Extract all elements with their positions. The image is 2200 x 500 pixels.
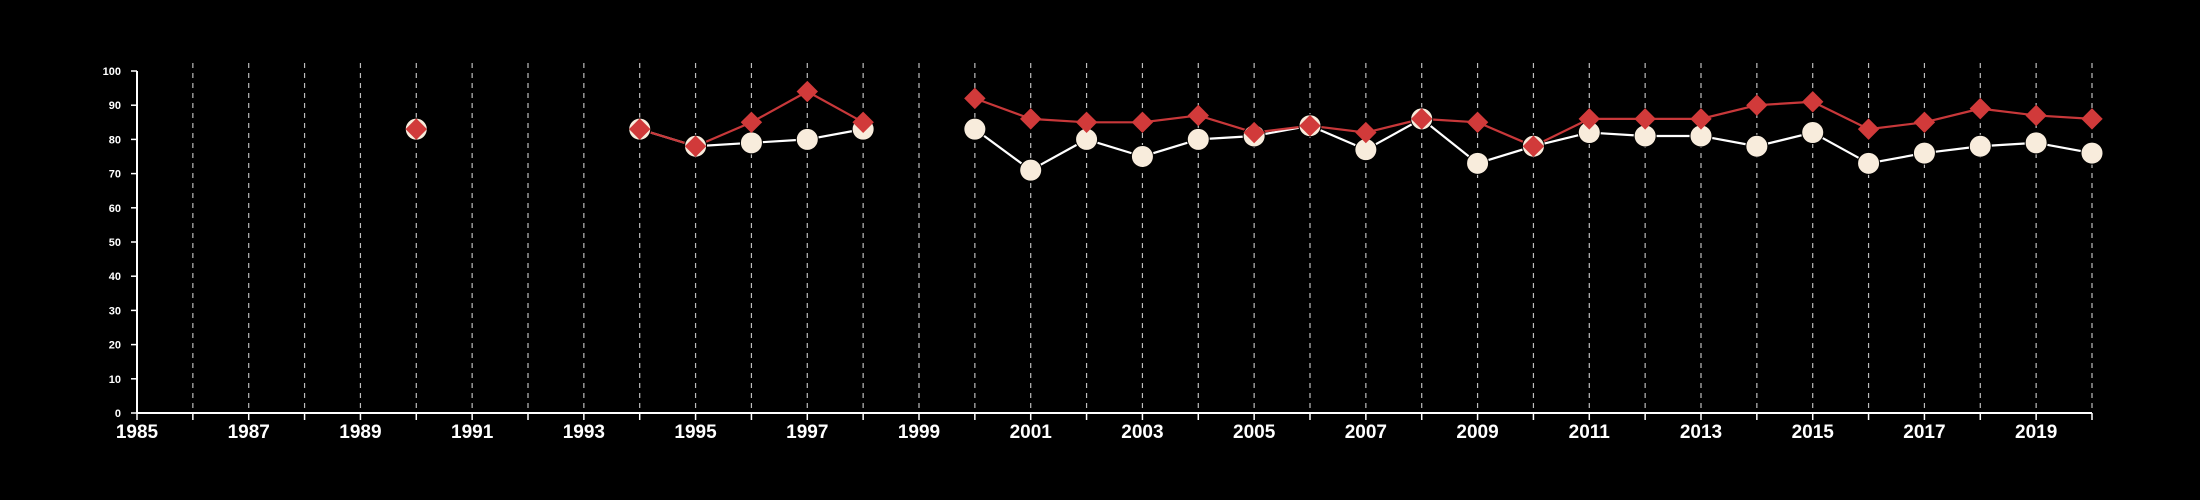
series-0-point-2009 — [1466, 151, 1490, 175]
series-0-point-1997 — [795, 127, 819, 151]
series-0-point-2020 — [2080, 141, 2104, 165]
series-0-point-2019 — [2024, 131, 2048, 155]
series-1-point-2007 — [1355, 121, 1377, 144]
series-1-point-1997 — [796, 80, 818, 103]
x-tick-label: 2013 — [1680, 422, 1722, 443]
series-1-point-2017 — [1913, 111, 1936, 134]
x-tick-label: 1989 — [339, 422, 381, 443]
series-1-point-2009 — [1466, 111, 1489, 134]
series-1-point-2012 — [1634, 108, 1656, 130]
y-tick-label: 70 — [109, 169, 121, 181]
series-0-point-2001 — [1019, 158, 1043, 182]
x-tick-label: 2017 — [1903, 422, 1945, 443]
series-0-point-2000 — [963, 117, 987, 141]
y-tick-label: 50 — [109, 237, 121, 249]
series-1-point-2019 — [2025, 104, 2047, 127]
x-tick-label: 1999 — [898, 422, 940, 443]
series-1-point-2016 — [1857, 118, 1880, 140]
series-1-point-2015 — [1802, 91, 1824, 113]
x-tick-label: 2007 — [1345, 422, 1387, 443]
y-tick-label: 40 — [109, 271, 121, 283]
series-1-point-1994 — [629, 118, 651, 140]
y-tick-label: 100 — [103, 66, 121, 78]
x-tick-label: 1997 — [786, 422, 828, 443]
series-1-point-2003 — [1131, 111, 1154, 134]
x-axis-ticks: 1985 1987 1989 1991 1993 1995 1997 1999 2001 2003… — [116, 413, 2093, 443]
series-1-markers — [405, 80, 2103, 157]
series-0-point-2015 — [1801, 121, 1825, 145]
y-axis-ticks: 0 10 20 30 40 50 60 70 80 90 100 — [103, 66, 137, 420]
series-layer — [404, 80, 2104, 182]
series-1-point-1996 — [740, 111, 763, 134]
series-0-point-2004 — [1186, 127, 1210, 151]
x-tick-label: 1995 — [674, 422, 717, 443]
y-tick-label: 90 — [109, 100, 121, 112]
series-1-point-2014 — [1746, 94, 1768, 116]
series-1-point-2008 — [1411, 108, 1433, 130]
series-1-point-2010 — [1522, 135, 1545, 157]
series-0-point-2014 — [1745, 134, 1769, 158]
series-1-point-2006 — [1299, 115, 1321, 137]
series-1-point-1998 — [852, 111, 874, 134]
y-tick-label: 30 — [109, 305, 121, 317]
series-1-point-2020 — [2081, 108, 2103, 130]
series-1-point-2004 — [1187, 104, 1209, 127]
series-1-point-1990 — [405, 118, 427, 140]
y-tick-label: 20 — [109, 340, 121, 352]
x-tick-label: 1987 — [228, 422, 270, 443]
series-0-point-1996 — [739, 131, 763, 155]
x-tick-label: 2005 — [1233, 422, 1276, 443]
series-0-point-2016 — [1857, 151, 1881, 175]
series-0-point-2018 — [1968, 134, 1992, 158]
series-0-point-2003 — [1130, 145, 1154, 168]
y-tick-label: 10 — [109, 374, 121, 386]
x-tick-label: 1985 — [116, 422, 159, 443]
series-1-point-2002 — [1075, 111, 1098, 134]
series-1-point-2005 — [1243, 121, 1265, 144]
series-1-point-2011 — [1578, 108, 1600, 130]
series-1-point-1995 — [684, 135, 707, 157]
x-tick-label: 2003 — [1121, 422, 1163, 443]
series-1-point-2018 — [1969, 97, 1991, 120]
x-tick-label: 2009 — [1456, 422, 1498, 443]
x-tick-label: 1993 — [563, 422, 605, 443]
series-1-point-2001 — [1020, 108, 1042, 130]
x-tick-label: 2011 — [1569, 422, 1611, 443]
series-1-point-2013 — [1690, 108, 1712, 130]
series-1-point-2000 — [964, 87, 986, 110]
y-tick-label: 0 — [115, 408, 121, 420]
x-tick-label: 2019 — [2015, 422, 2057, 443]
vertical-grid — [192, 63, 2093, 413]
x-tick-label: 2015 — [1792, 422, 1835, 443]
series-0-point-2017 — [1912, 141, 1936, 165]
y-tick-label: 80 — [109, 134, 121, 146]
y-tick-label: 60 — [109, 203, 121, 215]
x-tick-label: 1991 — [451, 422, 494, 443]
x-tick-label: 2001 — [1010, 422, 1053, 443]
